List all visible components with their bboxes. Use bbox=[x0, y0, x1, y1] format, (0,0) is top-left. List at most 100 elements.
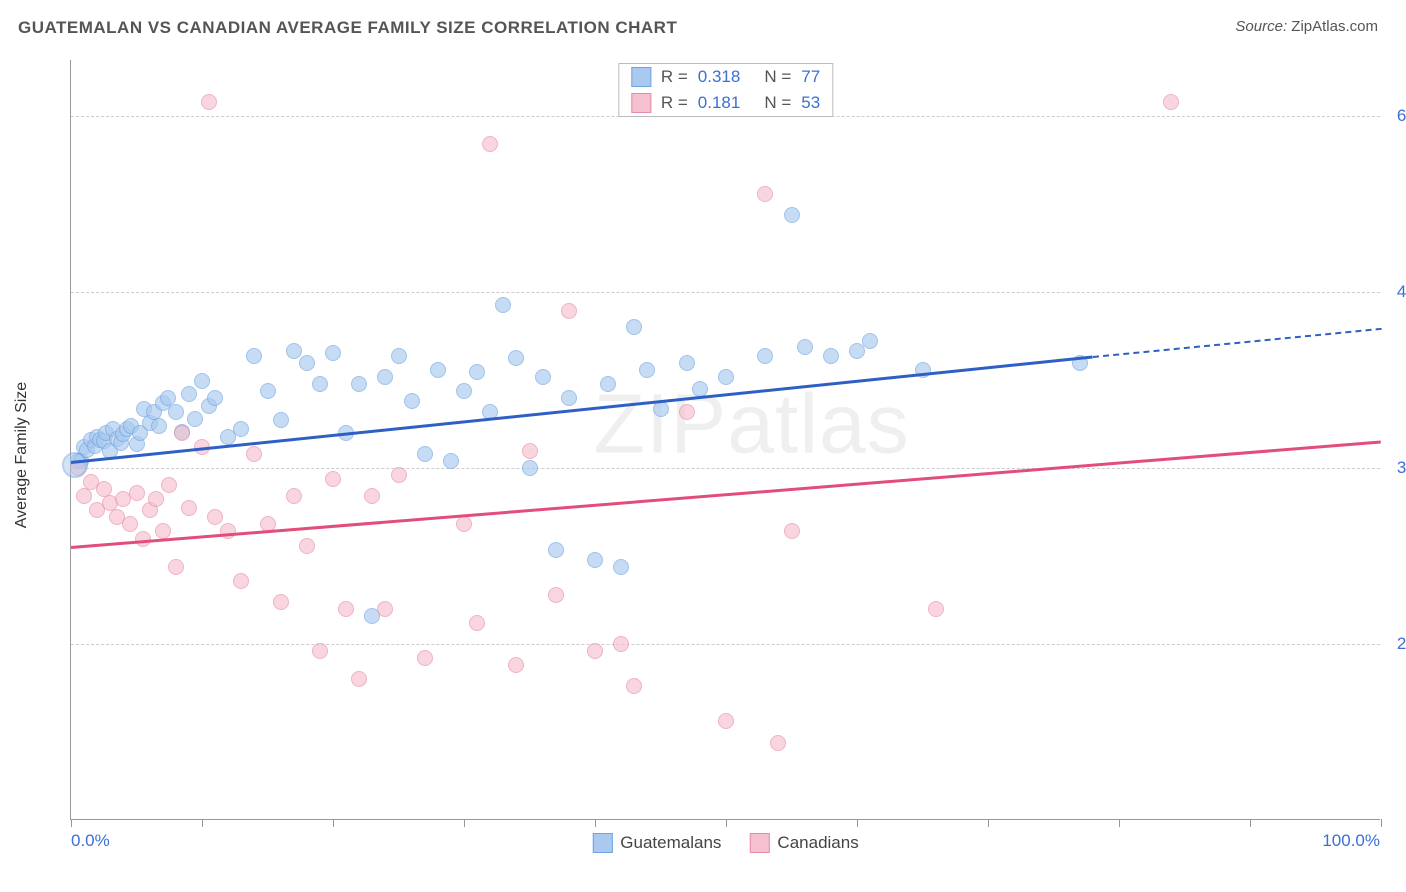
point-canadians bbox=[233, 573, 249, 589]
point-canadians bbox=[155, 523, 171, 539]
point-canadians bbox=[377, 601, 393, 617]
point-canadians bbox=[626, 678, 642, 694]
point-guatemalans bbox=[653, 401, 669, 417]
point-guatemalans bbox=[351, 376, 367, 392]
point-guatemalans bbox=[862, 333, 878, 349]
point-canadians bbox=[181, 500, 197, 516]
point-canadians bbox=[770, 735, 786, 751]
point-canadians bbox=[718, 713, 734, 729]
point-canadians bbox=[246, 446, 262, 462]
point-canadians bbox=[522, 443, 538, 459]
point-guatemalans bbox=[246, 348, 262, 364]
swatch-guatemalans bbox=[592, 833, 612, 853]
x-tick bbox=[1381, 819, 1382, 827]
point-guatemalans bbox=[679, 355, 695, 371]
point-guatemalans bbox=[151, 418, 167, 434]
point-canadians bbox=[299, 538, 315, 554]
point-canadians bbox=[679, 404, 695, 420]
point-canadians bbox=[174, 425, 190, 441]
x-tick bbox=[202, 819, 203, 827]
legend-label-canadians: Canadians bbox=[777, 833, 858, 853]
point-guatemalans bbox=[587, 552, 603, 568]
chart-title: GUATEMALAN VS CANADIAN AVERAGE FAMILY SI… bbox=[18, 18, 677, 38]
point-canadians bbox=[220, 523, 236, 539]
point-canadians bbox=[286, 488, 302, 504]
point-canadians bbox=[587, 643, 603, 659]
point-canadians bbox=[548, 587, 564, 603]
point-canadians bbox=[784, 523, 800, 539]
point-guatemalans bbox=[535, 369, 551, 385]
legend-item-guatemalans: Guatemalans bbox=[592, 833, 721, 853]
legend-item-canadians: Canadians bbox=[749, 833, 858, 853]
point-guatemalans bbox=[469, 364, 485, 380]
point-guatemalans bbox=[600, 376, 616, 392]
point-canadians bbox=[469, 615, 485, 631]
point-canadians bbox=[613, 636, 629, 652]
gridline bbox=[71, 292, 1380, 293]
point-canadians bbox=[161, 477, 177, 493]
point-guatemalans bbox=[299, 355, 315, 371]
point-guatemalans bbox=[325, 345, 341, 361]
point-canadians bbox=[338, 601, 354, 617]
point-guatemalans bbox=[522, 460, 538, 476]
point-canadians bbox=[757, 186, 773, 202]
r-label: R = bbox=[661, 67, 688, 87]
point-guatemalans bbox=[626, 319, 642, 335]
point-canadians bbox=[76, 488, 92, 504]
point-guatemalans bbox=[508, 350, 524, 366]
n-value-canadians: 53 bbox=[801, 93, 820, 113]
point-canadians bbox=[351, 671, 367, 687]
point-guatemalans bbox=[404, 393, 420, 409]
point-guatemalans bbox=[273, 412, 289, 428]
highlighted-point bbox=[62, 452, 88, 478]
point-canadians bbox=[312, 643, 328, 659]
legend-label-guatemalans: Guatemalans bbox=[620, 833, 721, 853]
point-canadians bbox=[417, 650, 433, 666]
n-label: N = bbox=[764, 67, 791, 87]
point-guatemalans bbox=[430, 362, 446, 378]
point-guatemalans bbox=[613, 559, 629, 575]
point-canadians bbox=[325, 471, 341, 487]
plot-area: ZIPatlas R = 0.318 N = 77 R = 0.181 N = … bbox=[70, 60, 1380, 820]
point-guatemalans bbox=[168, 404, 184, 420]
r-label: R = bbox=[661, 93, 688, 113]
point-canadians bbox=[482, 136, 498, 152]
point-guatemalans bbox=[797, 339, 813, 355]
point-canadians bbox=[201, 94, 217, 110]
series-legend: Guatemalans Canadians bbox=[592, 833, 858, 853]
point-guatemalans bbox=[312, 376, 328, 392]
x-tick bbox=[1250, 819, 1251, 827]
x-tick bbox=[464, 819, 465, 827]
point-canadians bbox=[122, 516, 138, 532]
point-canadians bbox=[364, 488, 380, 504]
x-tick bbox=[1119, 819, 1120, 827]
point-guatemalans bbox=[718, 369, 734, 385]
point-guatemalans bbox=[443, 453, 459, 469]
source-label: Source: bbox=[1235, 18, 1287, 35]
x-axis-min-label: 0.0% bbox=[71, 831, 110, 851]
point-canadians bbox=[168, 559, 184, 575]
trendline-guatemalans-extrapolated bbox=[1093, 327, 1381, 357]
x-tick bbox=[333, 819, 334, 827]
point-guatemalans bbox=[823, 348, 839, 364]
x-tick bbox=[71, 819, 72, 827]
point-guatemalans bbox=[286, 343, 302, 359]
point-guatemalans bbox=[207, 390, 223, 406]
x-axis-max-label: 100.0% bbox=[1322, 831, 1380, 851]
x-tick bbox=[595, 819, 596, 827]
stats-row-guatemalans: R = 0.318 N = 77 bbox=[619, 64, 832, 90]
y-tick-label: 2.25 bbox=[1385, 634, 1406, 654]
point-canadians bbox=[135, 531, 151, 547]
gridline bbox=[71, 468, 1380, 469]
y-tick-label: 3.50 bbox=[1385, 458, 1406, 478]
y-tick-label: 6.00 bbox=[1385, 106, 1406, 126]
source-attribution: Source: ZipAtlas.com bbox=[1235, 18, 1378, 35]
y-tick-label: 4.75 bbox=[1385, 282, 1406, 302]
stats-legend: R = 0.318 N = 77 R = 0.181 N = 53 bbox=[618, 63, 833, 117]
point-guatemalans bbox=[757, 348, 773, 364]
point-canadians bbox=[207, 509, 223, 525]
chart-container: Average Family Size ZIPatlas R = 0.318 N… bbox=[40, 60, 1380, 850]
point-guatemalans bbox=[187, 411, 203, 427]
gridline bbox=[71, 644, 1380, 645]
point-guatemalans bbox=[784, 207, 800, 223]
